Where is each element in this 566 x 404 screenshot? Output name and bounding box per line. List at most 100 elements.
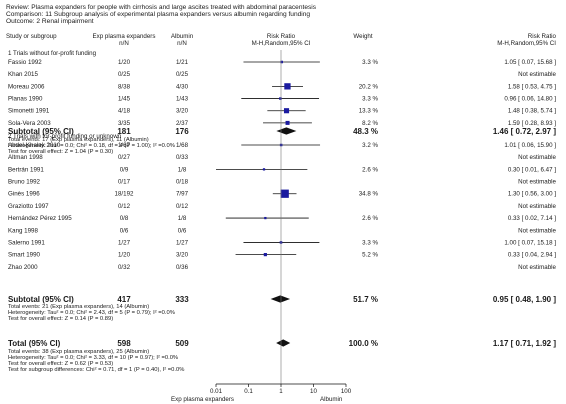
x-tick-label: 0.01 (210, 388, 223, 395)
point-estimate (264, 216, 267, 220)
ctl-events: 2/37 (176, 120, 189, 127)
summary-ci-text: 0.95 [ 0.48, 1.90 ] (493, 295, 556, 304)
study-name: Hernández Pérez 1995 (8, 215, 72, 222)
col-weight: Weight (353, 33, 372, 40)
study-ci-text: 1.48 [ 0.38, 5.74 ] (508, 108, 556, 115)
summary-ctl-total: 509 (175, 339, 189, 348)
ctl-events: 1/8 (178, 215, 187, 222)
col-exp: Exp plasma expanders (93, 33, 156, 40)
exp-events: 0/32 (118, 264, 131, 271)
study-ci-text: 0.33 [ 0.02, 7.14 ] (508, 215, 556, 222)
exp-events: 1/45 (118, 96, 131, 103)
total-note: Test for overall effect: Z = 0.62 (P = 0… (8, 361, 113, 367)
summary-diamond (270, 295, 291, 303)
study-weight: 2.6 % (362, 215, 378, 222)
group-title: 1 Trials without for-profit funding (8, 50, 97, 57)
exp-events: 0/8 (120, 215, 129, 222)
col-exp-sub: n/N (119, 40, 129, 47)
exp-events: 0/6 (120, 227, 129, 234)
study-name: Bruno 1992 (8, 179, 41, 186)
col-rr-sub: M-H,Random,95% CI (252, 40, 311, 47)
favours-right-label: Albumin (320, 396, 343, 403)
group-note: Test for overall effect: Z = 0.14 (P = 0… (8, 316, 113, 322)
favours-left-label: Exp plasma expanders (171, 396, 234, 403)
ctl-events: 7/97 (176, 191, 189, 198)
summary-diamond (276, 339, 291, 347)
ctl-events: 1/27 (176, 239, 189, 246)
summary-weight: 48.3 % (353, 127, 378, 136)
exp-events: 8/38 (118, 83, 131, 90)
study-weight: 3.3 % (362, 96, 378, 103)
summary-exp-total: 598 (117, 339, 131, 348)
study-name: Sola-Vera 2003 (8, 120, 51, 127)
review-title: Review: Plasma expanders for people with… (6, 4, 317, 11)
study-name: Altman 1998 (8, 154, 43, 161)
study-name: Fassio 1992 (8, 59, 42, 66)
study-weight: 2.6 % (362, 166, 378, 173)
total-note: Total events: 38 (Exp plasma expanders),… (8, 349, 149, 355)
study-name: Zhao 2000 (8, 264, 38, 271)
summary-exp-total: 181 (117, 127, 131, 136)
point-estimate (283, 108, 290, 114)
study-name: Graziotto 1997 (8, 203, 49, 210)
x-tick-label: 0.1 (244, 388, 253, 395)
col-rr2-sub: M-H,Random,95% CI (497, 40, 556, 47)
ctl-events: 0/12 (176, 203, 189, 210)
forest-rows: 1 Trials without for-profit funding Fassi… (8, 50, 557, 373)
study-ci-text: 1.59 [ 0.28, 8.93 ] (508, 120, 556, 127)
summary-label: Subtotal (95% CI) (8, 127, 74, 136)
study-name: Kang 1998 (8, 227, 38, 234)
x-tick-label: 100 (341, 388, 352, 395)
exp-events: 1/20 (118, 59, 131, 66)
study-ci-text: 1.01 [ 0.06, 15.90 ] (504, 142, 556, 149)
col-rr2: Risk Ratio (528, 33, 557, 40)
group-note: Total events: 17 (Exp plasma expanders),… (8, 137, 149, 143)
summary-label: Total (95% CI) (8, 339, 61, 348)
col-rr: Risk Ratio (267, 33, 296, 40)
summary-ci-text: 1.17 [ 0.71, 1.92 ] (493, 339, 556, 348)
point-estimate (280, 60, 283, 64)
study-name: Bertrán 1991 (8, 166, 44, 173)
total-note: Heterogeneity: Tau² = 0.0; Chi² = 3.33, … (8, 355, 178, 361)
study-ci-text: Not estimable (518, 203, 556, 210)
exp-events: 3/35 (118, 120, 131, 127)
group-note: Heterogeneity: Tau² = 0.0; Chi² = 0.18, … (8, 143, 175, 149)
study-name: Khan 2015 (8, 71, 38, 78)
study-ci-text: Not estimable (518, 264, 556, 271)
point-estimate (279, 97, 282, 100)
study-name: Simonetti 1991 (8, 108, 50, 115)
exp-events: 4/18 (118, 108, 131, 115)
comparison-title: Comparison: 11 Subgroup analysis of expe… (6, 11, 310, 18)
study-weight: 8.2 % (362, 120, 378, 127)
study-weight: 34.8 % (359, 191, 379, 198)
study-weight: 13.3 % (359, 108, 379, 115)
col-study: Study or subgroup (6, 33, 57, 40)
ctl-events: 1/21 (176, 59, 189, 66)
col-ctl: Albumin (171, 33, 194, 40)
outcome-title: Outcome: 2 Renal impairment (6, 18, 94, 25)
exp-events: 1/20 (118, 252, 131, 259)
point-estimate (263, 253, 267, 257)
ctl-events: 1/43 (176, 96, 189, 103)
exp-events: 18/192 (115, 191, 134, 198)
ctl-events: 0/6 (178, 227, 187, 234)
ctl-events: 0/36 (176, 264, 189, 271)
study-name: Salerno 1991 (8, 239, 45, 246)
study-name: Moreau 2006 (8, 83, 45, 90)
group-note: Heterogeneity: Tau² = 0.0; Chi² = 2.43, … (8, 310, 175, 316)
group-note: Test for overall effect: Z = 1.04 (P = 0… (8, 149, 113, 155)
study-weight: 20.2 % (359, 83, 379, 90)
ctl-events: 1/8 (178, 166, 187, 173)
study-ci-text: 1.00 [ 0.07, 15.18 ] (504, 239, 556, 246)
study-ci-text: 1.58 [ 0.53, 4.75 ] (508, 83, 556, 90)
ctl-events: 3/20 (176, 108, 189, 115)
ctl-events: 1/68 (176, 142, 189, 149)
summary-ctl-total: 176 (175, 127, 189, 136)
study-name: Ginès 1996 (8, 191, 40, 198)
point-estimate (280, 189, 289, 198)
study-ci-text: Not estimable (518, 154, 556, 161)
study-ci-text: 0.30 [ 0.01, 6.47 ] (508, 166, 556, 173)
point-estimate (285, 120, 290, 125)
ctl-events: 3/20 (176, 252, 189, 259)
